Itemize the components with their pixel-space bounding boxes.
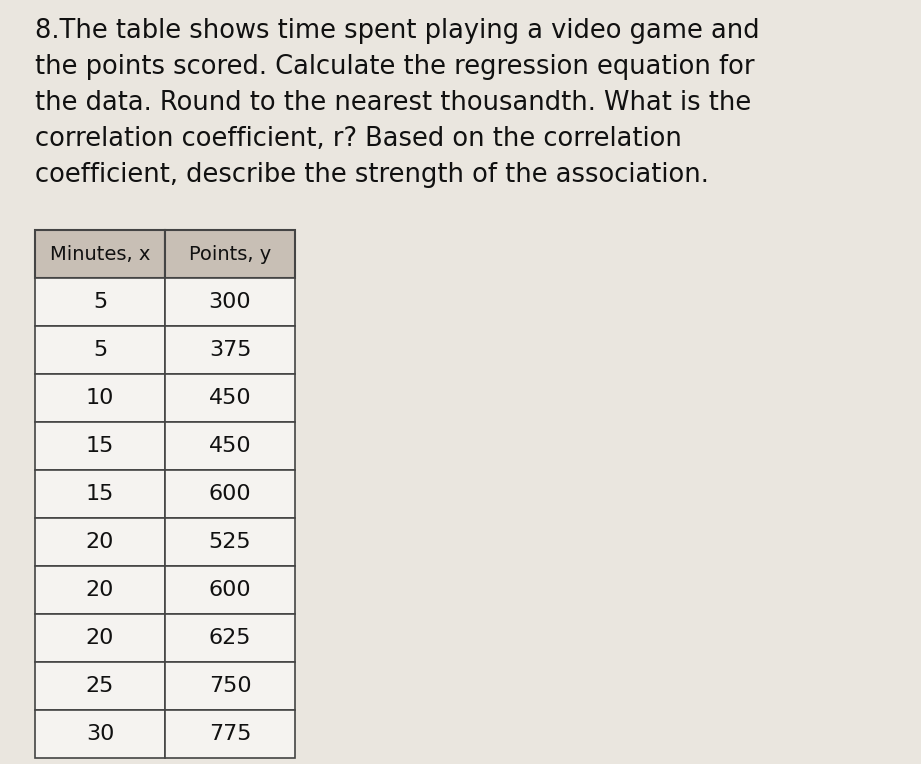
Bar <box>165 374 295 422</box>
Bar <box>165 230 295 278</box>
Text: 5: 5 <box>93 292 107 312</box>
Text: Minutes, x: Minutes, x <box>50 244 150 264</box>
Bar <box>35 230 165 278</box>
Bar <box>165 422 295 470</box>
Text: 300: 300 <box>209 292 251 312</box>
Bar <box>35 278 165 326</box>
Bar <box>35 326 165 374</box>
Text: 5: 5 <box>93 340 107 360</box>
Bar <box>35 710 165 758</box>
Bar <box>35 422 165 470</box>
Bar <box>165 710 295 758</box>
Bar <box>165 614 295 662</box>
Bar <box>35 374 165 422</box>
Text: Points, y: Points, y <box>189 244 271 264</box>
Text: 8.The table shows time spent playing a video game and
the points scored. Calcula: 8.The table shows time spent playing a v… <box>35 18 760 188</box>
Text: 20: 20 <box>86 532 114 552</box>
Bar <box>165 326 295 374</box>
Text: 450: 450 <box>209 388 251 408</box>
Text: 750: 750 <box>209 676 251 696</box>
Bar <box>165 470 295 518</box>
Text: 625: 625 <box>209 628 251 648</box>
Bar <box>35 614 165 662</box>
Bar <box>165 278 295 326</box>
Text: 450: 450 <box>209 436 251 456</box>
Bar <box>35 662 165 710</box>
Bar <box>35 470 165 518</box>
Text: 775: 775 <box>209 724 251 744</box>
Text: 375: 375 <box>209 340 251 360</box>
Text: 20: 20 <box>86 628 114 648</box>
Text: 30: 30 <box>86 724 114 744</box>
Text: 600: 600 <box>209 484 251 504</box>
Bar <box>165 566 295 614</box>
Bar <box>165 662 295 710</box>
Bar <box>35 518 165 566</box>
Text: 15: 15 <box>86 436 114 456</box>
Text: 15: 15 <box>86 484 114 504</box>
Text: 25: 25 <box>86 676 114 696</box>
Bar <box>165 518 295 566</box>
Text: 525: 525 <box>209 532 251 552</box>
Text: 20: 20 <box>86 580 114 600</box>
Text: 10: 10 <box>86 388 114 408</box>
Text: 600: 600 <box>209 580 251 600</box>
Bar <box>35 566 165 614</box>
